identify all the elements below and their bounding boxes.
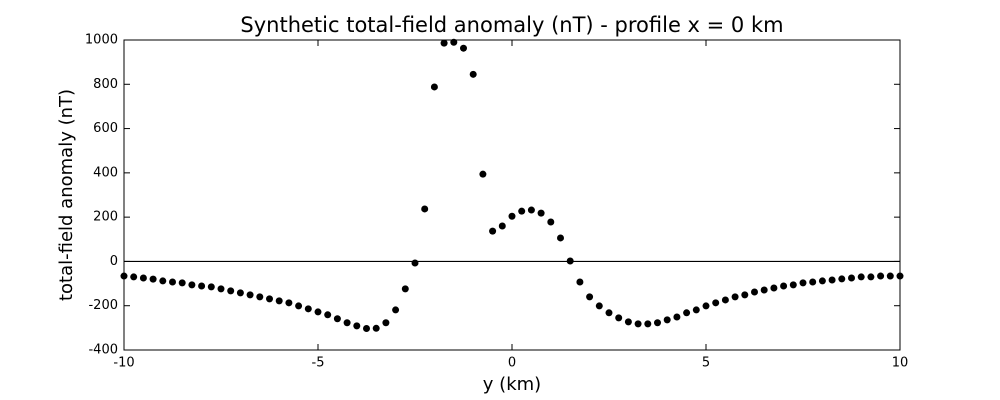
point xyxy=(615,314,623,322)
point xyxy=(663,316,671,324)
x-tick-label: 0 xyxy=(508,356,516,371)
point xyxy=(605,309,613,317)
point xyxy=(557,234,564,242)
point xyxy=(469,70,477,78)
point xyxy=(217,285,225,293)
point xyxy=(333,315,341,323)
x-tick-label: -5 xyxy=(312,356,325,371)
point xyxy=(566,257,574,265)
point xyxy=(372,324,380,332)
point xyxy=(809,278,817,286)
point xyxy=(207,283,215,291)
y-axis-label: total-field anomaly (nT) xyxy=(56,89,77,301)
point xyxy=(857,273,865,281)
point xyxy=(324,311,332,319)
x-axis-label: y (km) xyxy=(483,374,541,395)
point xyxy=(236,289,244,297)
point xyxy=(886,272,894,280)
point xyxy=(430,83,438,91)
plot-frame xyxy=(123,39,901,351)
point xyxy=(508,212,516,220)
point xyxy=(731,293,739,301)
point xyxy=(586,293,594,301)
point xyxy=(256,293,264,301)
point xyxy=(246,291,254,299)
point xyxy=(130,273,138,281)
point xyxy=(751,288,758,296)
point xyxy=(527,206,535,214)
x-tick-label: 10 xyxy=(892,356,909,371)
point xyxy=(828,276,836,284)
point xyxy=(227,287,235,295)
point xyxy=(275,297,283,305)
x-tick-label: 5 xyxy=(702,356,710,371)
chart-title: Synthetic total-field anomaly (nT) - pro… xyxy=(240,13,783,37)
point xyxy=(780,282,788,290)
point xyxy=(799,279,807,287)
point xyxy=(683,309,691,317)
point xyxy=(440,39,448,47)
point xyxy=(159,277,167,285)
point xyxy=(198,282,206,290)
point xyxy=(712,299,720,307)
point xyxy=(624,318,632,326)
point xyxy=(178,279,186,287)
point xyxy=(537,209,545,217)
y-tick-label: 200 xyxy=(93,210,118,225)
point xyxy=(518,207,526,215)
point xyxy=(547,218,555,226)
point xyxy=(654,319,661,327)
point xyxy=(314,308,322,316)
point xyxy=(848,274,855,282)
point xyxy=(498,222,506,230)
point xyxy=(818,277,826,285)
point xyxy=(479,170,487,178)
point xyxy=(789,281,797,289)
point xyxy=(188,281,196,289)
x-tick-label: -10 xyxy=(113,356,134,371)
point xyxy=(285,299,293,307)
point xyxy=(149,275,157,283)
point xyxy=(421,205,429,213)
point xyxy=(169,278,176,286)
y-tick-label: 400 xyxy=(93,165,118,180)
point xyxy=(595,302,603,310)
point xyxy=(266,295,273,303)
y-tick-label: -400 xyxy=(88,343,118,358)
y-tick-label: 0 xyxy=(110,254,118,269)
y-tick-label: 1000 xyxy=(85,33,118,48)
point xyxy=(692,306,700,314)
point xyxy=(576,278,584,286)
point xyxy=(634,320,642,328)
point xyxy=(838,275,846,283)
point xyxy=(877,272,885,280)
point xyxy=(382,319,390,327)
point xyxy=(139,274,147,282)
point xyxy=(673,313,681,321)
y-tick-label: 800 xyxy=(93,77,118,92)
point xyxy=(295,302,303,310)
point xyxy=(741,291,749,299)
point xyxy=(867,273,875,281)
y-tick-label: -200 xyxy=(88,298,118,313)
point xyxy=(770,284,778,292)
point xyxy=(304,305,312,313)
point xyxy=(702,302,710,310)
point xyxy=(760,286,768,294)
point xyxy=(721,296,729,304)
point xyxy=(460,44,467,52)
point xyxy=(644,320,652,328)
point xyxy=(489,227,497,235)
point xyxy=(343,319,351,327)
point xyxy=(363,325,370,333)
point xyxy=(353,322,361,330)
point xyxy=(411,259,419,267)
point xyxy=(392,306,400,314)
y-tick-label: 600 xyxy=(93,121,118,136)
point xyxy=(401,285,409,293)
